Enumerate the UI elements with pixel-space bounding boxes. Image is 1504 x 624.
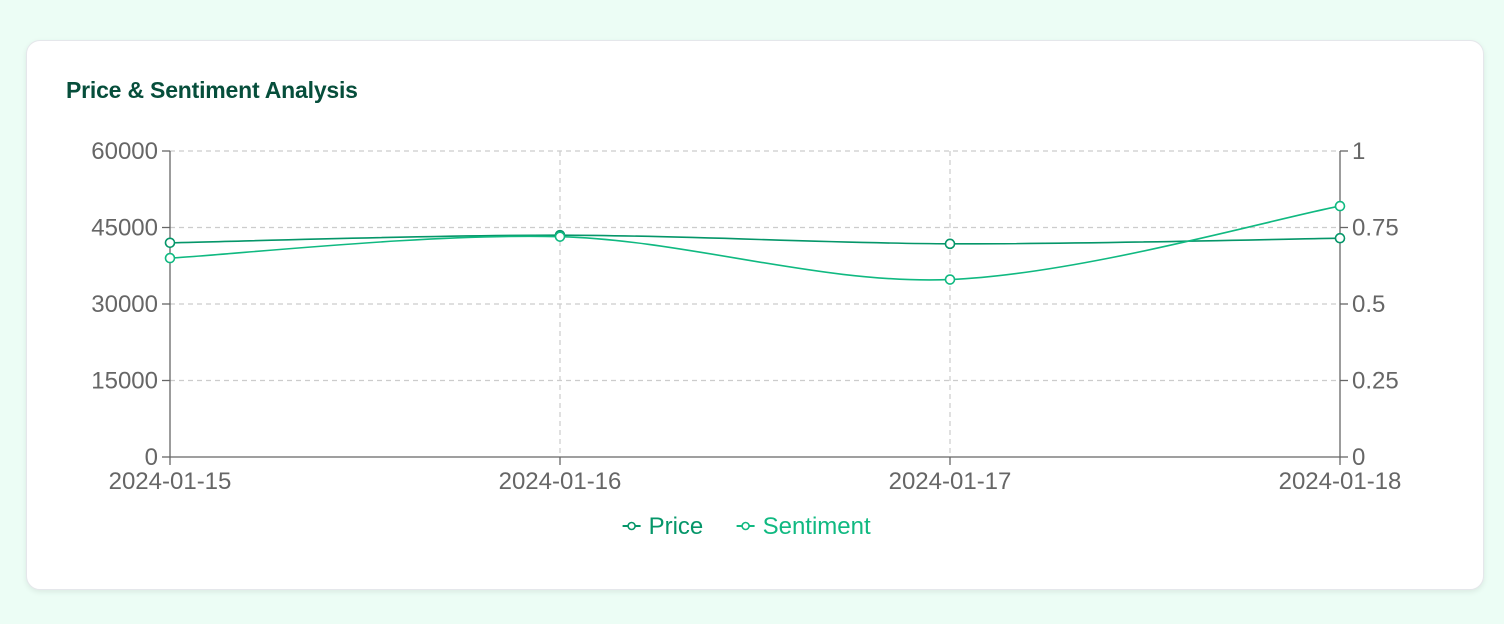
- y-left-tick-label: 60000: [91, 138, 158, 165]
- price-sentiment-chart: 0 15000 30000 45000 60000 0 0.25 0.5 0.75 1 2024-0…: [91, 138, 1401, 540]
- y-right-tick-label: 1: [1352, 138, 1365, 165]
- y-right-tick-label: 0.5: [1352, 291, 1385, 318]
- y-left-tick-label: 0: [145, 444, 158, 471]
- series-lines: [169, 205, 1341, 281]
- price-line: [169, 234, 1341, 245]
- price-point: [1334, 232, 1346, 244]
- y-left-tick-label: 30000: [91, 291, 158, 318]
- sentiment-point: [554, 231, 566, 242]
- price-point: [164, 237, 176, 249]
- legend-label-price: Price: [649, 513, 704, 540]
- chart-title: Price & Sentiment Analysis: [66, 77, 358, 103]
- legend-marker-sentiment: [741, 521, 750, 531]
- legend-item-sentiment[interactable]: Sentiment: [736, 513, 871, 540]
- y-right-tick-label: 0: [1352, 444, 1365, 471]
- legend[interactable]: Price Sentiment: [622, 513, 871, 540]
- sentiment-point: [944, 274, 956, 285]
- legend-item-price[interactable]: Price: [622, 513, 704, 540]
- x-tick-label: 2024-01-15: [109, 468, 232, 495]
- y-left-tick-label: 15000: [91, 368, 158, 395]
- sentiment-point: [1334, 200, 1346, 212]
- sentiment-line: [169, 205, 1341, 281]
- data-points: [164, 200, 1346, 285]
- x-tick-label: 2024-01-16: [499, 468, 622, 495]
- x-tick-label: 2024-01-17: [889, 468, 1012, 495]
- axes: 0 15000 30000 45000 60000 0 0.25 0.5 0.75 1 2024-0…: [91, 138, 1401, 495]
- y-right-tick-label: 0.25: [1352, 368, 1399, 395]
- grid-lines: [170, 150, 1340, 457]
- price-point: [944, 238, 956, 250]
- x-tick-label: 2024-01-18: [1279, 468, 1402, 495]
- legend-label-sentiment: Sentiment: [763, 513, 871, 540]
- legend-marker-price: [627, 521, 636, 531]
- y-left-tick-label: 45000: [91, 215, 158, 242]
- chart-card: Price & Sentiment Analysis 0 15000 30000 45…: [26, 40, 1484, 590]
- y-right-tick-label: 0.75: [1352, 215, 1399, 242]
- sentiment-point: [164, 252, 176, 264]
